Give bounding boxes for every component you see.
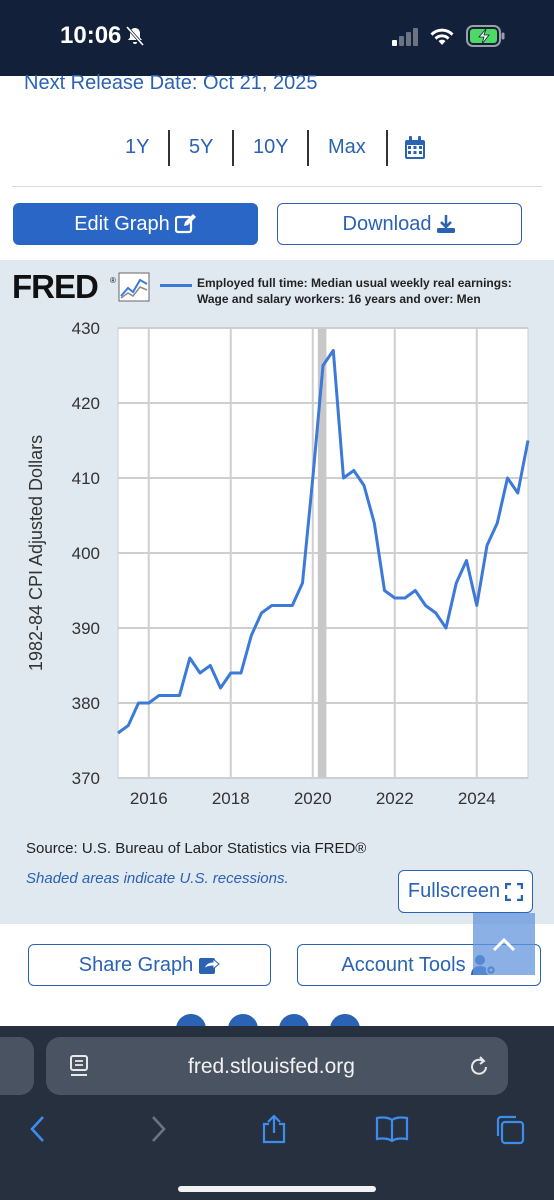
- series-line: [117, 349, 530, 735]
- range-divider: [232, 130, 234, 166]
- calendar-icon[interactable]: [404, 136, 426, 160]
- legend-label: Employed full time: Median usual weekly …: [197, 276, 512, 306]
- range-divider: [386, 130, 388, 166]
- x-tick-label: 2016: [130, 789, 168, 808]
- bell-slash-icon: [125, 26, 145, 46]
- recession-shade: [317, 328, 327, 778]
- status-time: 10:06: [60, 22, 122, 49]
- next-release-date: Next Release Date: Oct 21, 2025: [24, 72, 318, 94]
- x-tick-label: 2022: [376, 789, 414, 808]
- range-selector: 1Y 5Y 10Y Max: [0, 124, 554, 172]
- share-sheet-icon[interactable]: [260, 1114, 288, 1144]
- range-5y[interactable]: 5Y: [189, 136, 214, 158]
- x-tick-label: 2020: [294, 789, 332, 808]
- source-text: Source: U.S. Bureau of Labor Statistics …: [26, 840, 367, 857]
- account-tools-label: Account Tools: [341, 953, 466, 976]
- share-graph-label: Share Graph: [78, 953, 194, 976]
- recession-note: Shaded areas indicate U.S. recessions.: [26, 870, 289, 887]
- previous-tab-peek[interactable]: [0, 1037, 34, 1095]
- line-chart: 370 380 390 400 410 420 430 2016 2018 2020 2022 202…: [26, 319, 530, 808]
- divider: [12, 186, 542, 187]
- line-graph-icon: [118, 272, 150, 302]
- battery-charging-icon: [466, 25, 505, 47]
- fred-trademark: ®: [110, 276, 116, 285]
- tabs-icon[interactable]: [494, 1114, 526, 1146]
- edit-icon: [174, 214, 196, 234]
- download-label: Download: [342, 212, 432, 235]
- y-tick-label: 380: [72, 694, 100, 713]
- bookmarks-icon[interactable]: [375, 1114, 409, 1144]
- range-max[interactable]: Max: [328, 136, 366, 158]
- range-10y[interactable]: 10Y: [253, 136, 289, 158]
- chevron-up-icon: [492, 937, 516, 952]
- url-text[interactable]: fred.stlouisfed.org: [188, 1055, 355, 1078]
- chart-panel: FRED ® Employed full time: Median usual …: [0, 260, 554, 924]
- y-axis-label: 1982-84 CPI Adjusted Dollars: [26, 435, 46, 671]
- x-tick-label: 2024: [458, 789, 496, 808]
- expand-icon: [505, 882, 524, 901]
- share-graph-button[interactable]: Share Graph: [28, 944, 271, 986]
- range-divider: [307, 130, 309, 166]
- forward-icon[interactable]: [148, 1114, 168, 1144]
- plot-border: [117, 327, 529, 779]
- y-tick-label: 410: [72, 469, 100, 488]
- y-tick-label: 400: [72, 544, 100, 563]
- scroll-to-top-button[interactable]: [473, 913, 535, 975]
- x-tick-label: 2018: [212, 789, 250, 808]
- y-tick-label: 430: [72, 319, 100, 338]
- wifi-icon: [430, 28, 454, 45]
- fullscreen-button[interactable]: Fullscreen: [398, 870, 533, 913]
- edit-graph-label: Edit Graph: [74, 212, 170, 235]
- range-1y[interactable]: 1Y: [125, 136, 150, 158]
- fullscreen-label: Fullscreen: [407, 880, 501, 902]
- y-tick-label: 420: [72, 394, 100, 413]
- reload-icon[interactable]: [468, 1054, 490, 1078]
- reader-mode-icon[interactable]: [69, 1055, 91, 1079]
- status-bar: 10:06: [0, 0, 554, 76]
- y-tick-label: 370: [72, 769, 100, 788]
- y-tick-label: 390: [72, 619, 100, 638]
- fred-logo: FRED: [12, 268, 99, 305]
- download-icon: [437, 215, 456, 233]
- share-icon: [199, 957, 221, 974]
- cellular-signal-icon: [392, 28, 418, 46]
- range-divider: [168, 130, 170, 166]
- back-icon[interactable]: [28, 1114, 48, 1144]
- home-indicator: [178, 1186, 376, 1192]
- legend-swatch: [160, 284, 192, 287]
- download-button[interactable]: Download: [277, 203, 522, 245]
- edit-graph-button[interactable]: Edit Graph: [13, 203, 258, 245]
- address-bar[interactable]: [46, 1037, 508, 1095]
